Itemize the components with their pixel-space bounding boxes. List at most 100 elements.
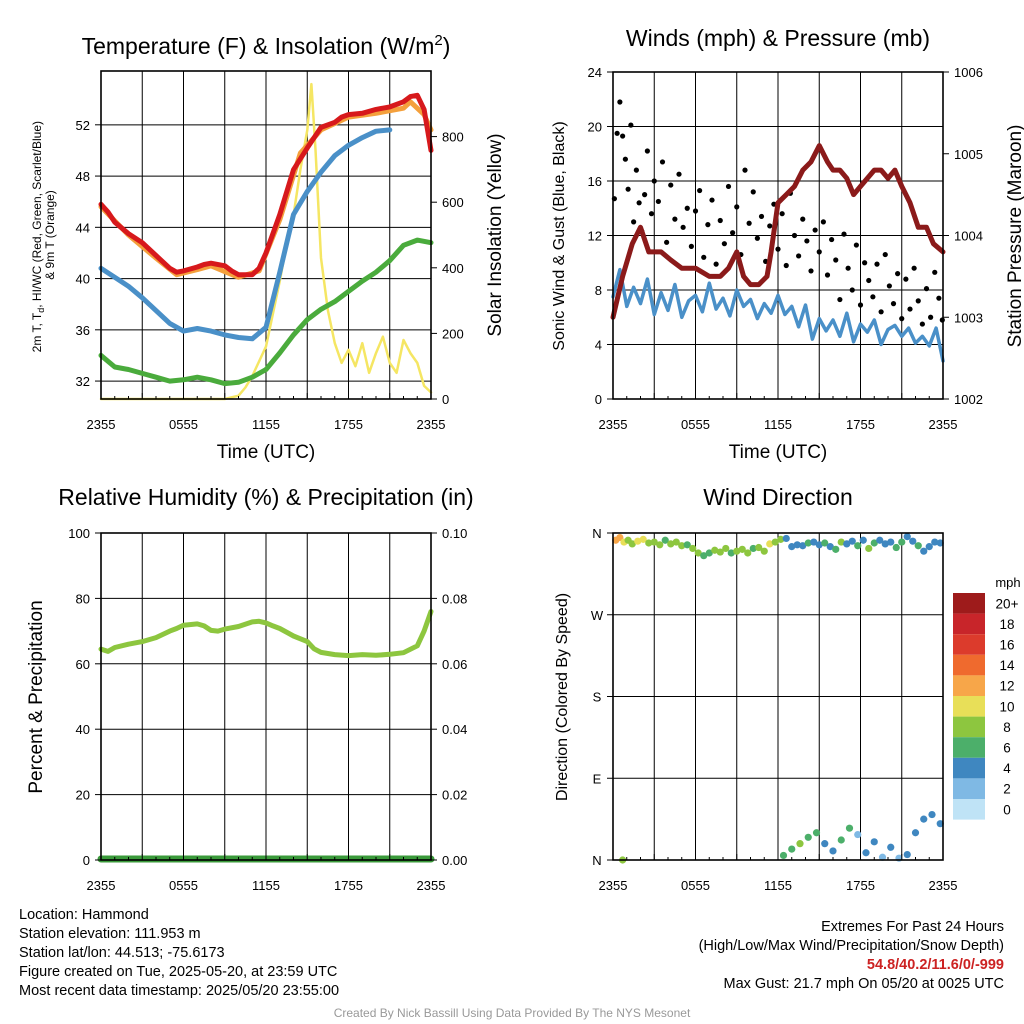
wind-direction-point [755, 543, 763, 552]
wind-direction-point [639, 535, 647, 543]
humidity-y-tick-label: 0 [83, 853, 90, 868]
legend-swatch [953, 696, 985, 717]
wind-direction-point [766, 540, 774, 548]
gust-point [664, 239, 670, 245]
gust-point [820, 219, 826, 225]
wind-direction-point [898, 538, 906, 546]
gust-point [890, 301, 897, 307]
winds-y-tick-label: 20 [588, 120, 602, 135]
wind-direction-point [667, 540, 675, 548]
humidity-y2-tick-label: 0.08 [442, 591, 467, 606]
wind-direction-x-tick-label: 2355 [599, 878, 628, 893]
wind-direction-point [887, 538, 895, 546]
wind-direction-point [777, 535, 785, 543]
wind-direction-point [744, 549, 752, 557]
wind-direction-point [821, 840, 829, 848]
gust-point [767, 223, 773, 229]
gust-point [796, 253, 802, 259]
wind-direction-point [700, 552, 708, 560]
gust-point [631, 219, 637, 225]
humidity-y-tick-label: 80 [76, 591, 90, 606]
wind-direction-title: Wind Direction [703, 484, 853, 510]
gust-point [895, 271, 901, 277]
gust-point [857, 302, 864, 308]
solar-insolation-line [99, 82, 433, 401]
gust-point [899, 316, 905, 322]
legend-label: 2 [1003, 782, 1011, 797]
gust-point [636, 200, 642, 206]
wind-direction-point [928, 810, 936, 819]
gust-point [824, 272, 831, 278]
wind-direction-x-tick-label: 2355 [929, 878, 958, 893]
dewpoint-line [98, 237, 434, 387]
humidity-y2-tick-label: 0.00 [442, 853, 467, 868]
wind-direction-point [727, 549, 735, 557]
credit-line: Created By Nick Bassill Using Data Provi… [333, 1006, 691, 1020]
gust-point [928, 314, 934, 320]
sonic-wind-line [611, 267, 945, 363]
wind-direction-point [870, 838, 878, 846]
wind-direction-point [881, 540, 889, 548]
gust-point [648, 211, 655, 217]
wind-direction-point [804, 539, 812, 547]
wind-direction-point [812, 829, 821, 837]
max-gust: Max Gust: 21.7 mph On 05/20 at 0025 UTC [723, 976, 1004, 992]
gust-point [684, 205, 690, 211]
wind-direction-point [771, 538, 779, 546]
temperature-y-label-subscript: d [36, 308, 46, 313]
gust-point [874, 261, 880, 267]
wind-direction-point [722, 544, 730, 553]
humidity-x-tick-label: 0555 [169, 878, 198, 893]
temperature-y2-tick-label: 600 [442, 195, 464, 210]
temperature-y-tick-label: 32 [76, 374, 90, 389]
wind-direction-point [634, 537, 642, 545]
wind-direction-point [650, 538, 658, 546]
winds-y-tick-label: 16 [588, 174, 602, 189]
legend-swatch [953, 757, 985, 779]
extremes-subtitle: (High/Low/Max Wind/Precipitation/Snow De… [698, 938, 1004, 954]
winds-x-tick-label: 2355 [929, 417, 958, 432]
gust-point [617, 99, 623, 105]
gust-point [800, 216, 806, 222]
winds-y-tick-label: 24 [588, 65, 602, 80]
gust-point [862, 260, 868, 266]
legend-swatch [953, 634, 985, 655]
gust-point [878, 309, 884, 315]
station-latlon: Station lat/lon: 44.513; -75.6173 [19, 945, 225, 961]
wind-direction-point [878, 853, 887, 861]
gust-point [725, 183, 732, 190]
winds-y2-tick-label: 1005 [954, 147, 983, 162]
wind-direction-point [837, 836, 845, 844]
temperature-x-tick-label: 2355 [87, 417, 116, 432]
temperature-y-tick-label: 40 [76, 272, 90, 287]
gust-point [668, 182, 674, 188]
wind-direction-point [826, 543, 834, 551]
wind-direction-point [810, 538, 818, 546]
gust-point [625, 186, 631, 192]
legend-label: 4 [1003, 761, 1011, 776]
temperature-y-label-part2: , HI/WC (Red, Green, Scarlet/Blue) [30, 121, 44, 308]
winds-y-tick-label: 8 [595, 283, 602, 298]
wind-direction-point [672, 538, 680, 546]
gust-point [614, 130, 620, 136]
wind-direction-point [716, 548, 724, 556]
winds-y-tick-label: 12 [588, 229, 602, 244]
legend-label: 20+ [996, 596, 1019, 611]
gust-point [734, 204, 740, 210]
wind-chill-line [98, 127, 393, 342]
winds-y-axis-label: Sonic Wind & Gust (Blue, Black) [551, 121, 568, 350]
gust-point [651, 178, 657, 184]
temperature-panel: Temperature (F) & Insolation (W/m2) 2355… [30, 32, 506, 463]
humidity-x-tick-label: 1155 [252, 878, 280, 893]
humidity-y-tick-label: 100 [68, 526, 90, 541]
humidity-y2-tick-label: 0.02 [442, 788, 467, 803]
temperature-x-tick-label: 1755 [334, 417, 363, 432]
wind-direction-point [832, 545, 840, 553]
temperature-x-tick-label: 2355 [417, 417, 446, 432]
winds-title: Winds (mph) & Pressure (mb) [626, 25, 930, 51]
gust-point [841, 231, 847, 237]
wind-direction-point [865, 544, 873, 553]
gust-point [870, 294, 876, 300]
legend-label: 18 [999, 617, 1014, 632]
wind-direction-point [859, 536, 867, 544]
